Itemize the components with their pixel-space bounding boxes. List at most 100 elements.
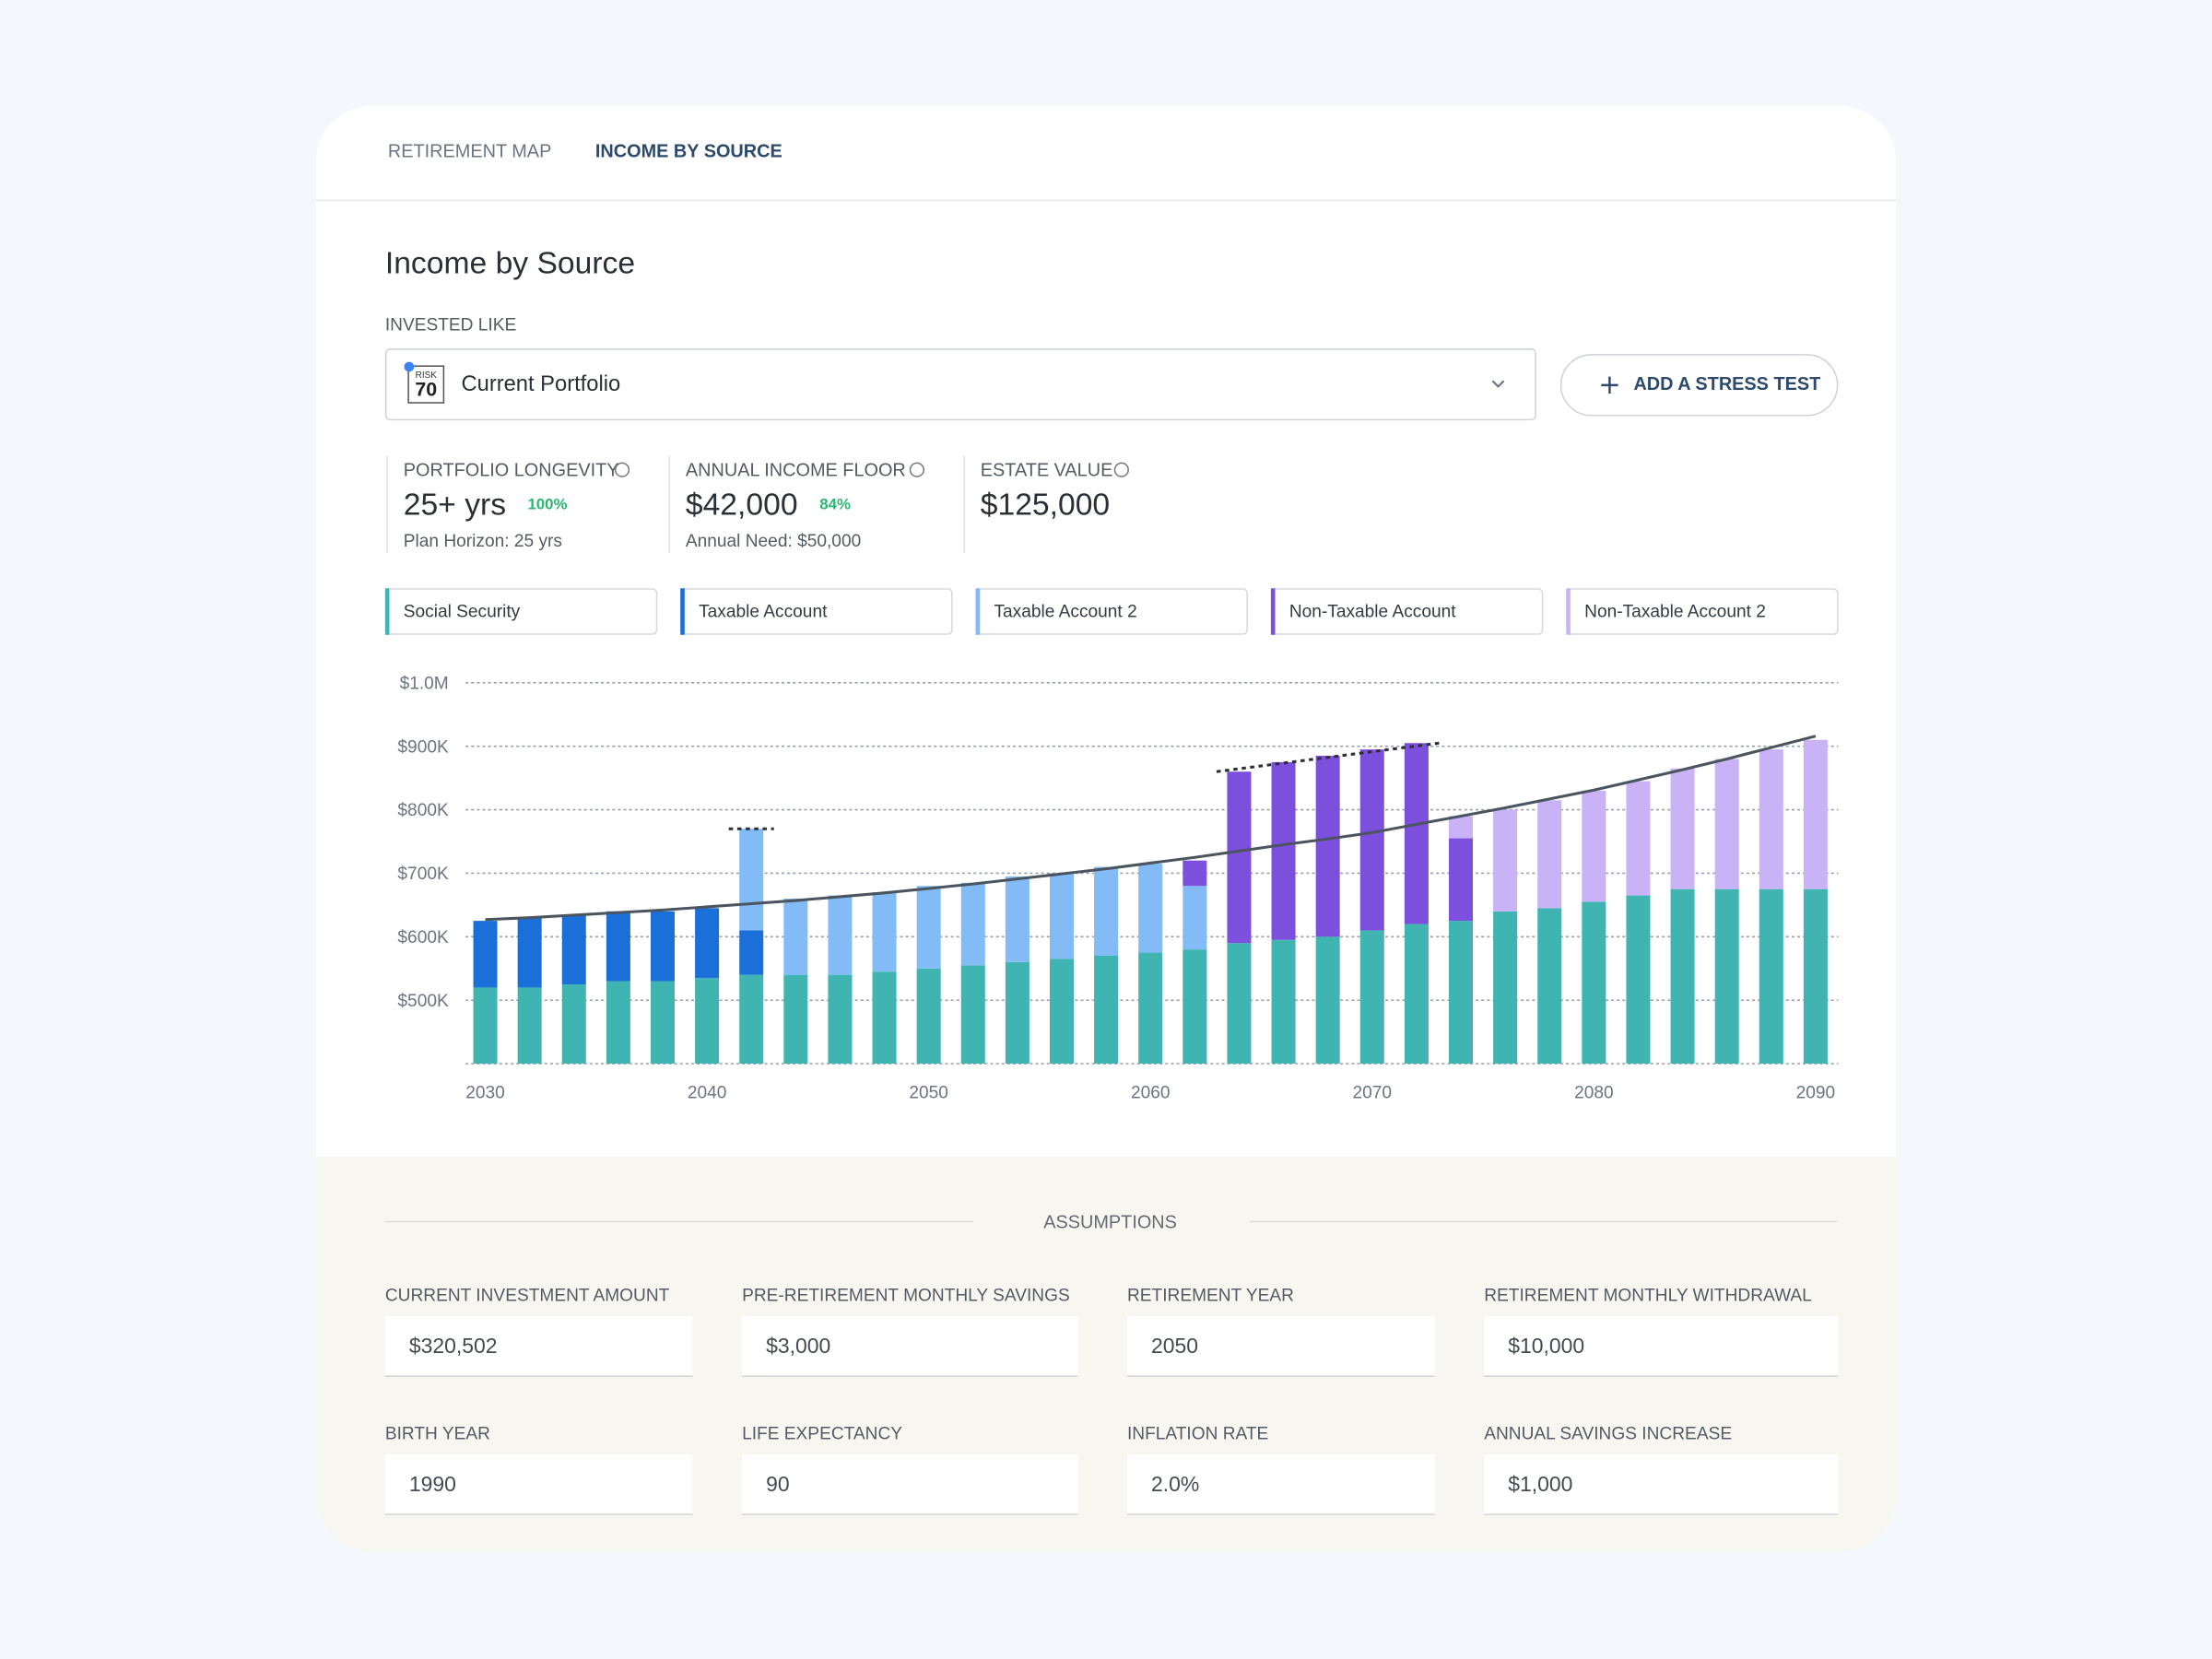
input-box[interactable]	[1484, 1454, 1839, 1515]
bar-segment	[1005, 961, 1030, 1065]
input-value[interactable]: 1990	[409, 1472, 456, 1496]
bar-segment	[916, 968, 941, 1065]
legend-swatch[interactable]	[1566, 588, 1571, 635]
bar-segment	[1359, 930, 1384, 1065]
bar-segment	[1626, 895, 1651, 1065]
legend-swatch[interactable]	[975, 588, 981, 635]
bar-segment	[1493, 911, 1518, 1065]
input-box[interactable]	[384, 1316, 693, 1377]
button-label[interactable]: ADD A STRESS TEST	[1633, 374, 1820, 394]
bar-segment	[783, 974, 808, 1065]
plus-icon[interactable]	[1601, 376, 1618, 394]
legend-label[interactable]: Social Security	[404, 602, 521, 621]
bar-segment	[1404, 743, 1429, 924]
y-tick-label: $500K	[397, 992, 449, 1011]
bar-segment	[1537, 908, 1562, 1065]
legend-swatch[interactable]	[1270, 588, 1276, 635]
stats: PORTFOLIO LONGEVITY 25+ yrs 100% Plan Horiz…	[386, 455, 1129, 553]
input-value[interactable]: $1,000	[1508, 1472, 1572, 1496]
bar-segment	[1448, 921, 1474, 1065]
bar-segment	[695, 978, 720, 1065]
legend-item[interactable]: Taxable Account	[680, 588, 953, 635]
input-value[interactable]: 2.0%	[1151, 1472, 1199, 1496]
legend-label[interactable]: Taxable Account	[699, 602, 828, 621]
legend-label[interactable]: Non-Taxable Account 2	[1584, 602, 1766, 621]
legend-item[interactable]: Social Security	[384, 588, 658, 635]
x-tick-label: 2030	[465, 1083, 505, 1102]
bar-segment	[1049, 873, 1074, 959]
input-value[interactable]: $3,000	[766, 1334, 830, 1358]
bar-segment	[828, 895, 853, 975]
bar-segment	[1670, 768, 1695, 889]
input-value[interactable]: $10,000	[1508, 1334, 1584, 1358]
bar-segment	[1182, 886, 1207, 950]
field-label: ANNUAL SAVINGS INCREASE	[1484, 1425, 1732, 1444]
bar-segment	[1759, 749, 1783, 889]
bar-segment	[606, 911, 630, 982]
stat-value: 25+ yrs	[404, 488, 506, 522]
bar-segment	[1582, 901, 1606, 1065]
bar-segment	[473, 921, 498, 988]
legend: Social Security Taxable Account Taxable Ac…	[384, 588, 1839, 635]
y-tick-label: $700K	[397, 865, 449, 884]
stress-test-button[interactable]: ADD A STRESS TEST	[1559, 354, 1839, 417]
x-tick-label: 2050	[909, 1083, 948, 1102]
dropdown-value[interactable]: Current Portfolio	[462, 372, 621, 396]
y-tick-label: $1.0M	[400, 674, 449, 693]
portfolio-dropdown[interactable]: RISK 70 Current Portfolio	[384, 348, 1536, 421]
bar-segment	[1138, 864, 1163, 953]
bar-segment	[1670, 888, 1695, 1065]
trend-line	[485, 735, 1817, 922]
y-tick-label: $800K	[397, 801, 449, 820]
x-tick-label: 2040	[688, 1083, 727, 1102]
field-label: LIFE EXPECTANCY	[742, 1425, 902, 1444]
badge-value: 70	[415, 379, 437, 401]
bar-segment	[1803, 739, 1828, 889]
bar-segment	[1138, 952, 1163, 1065]
field-label: CURRENT INVESTMENT AMOUNT	[385, 1287, 670, 1306]
bar-segment	[960, 882, 985, 966]
button-box[interactable]	[1559, 354, 1839, 417]
bar-segment	[561, 983, 586, 1065]
bar-segment	[1227, 771, 1252, 944]
bar-segment	[1582, 790, 1606, 902]
bar-segment	[517, 917, 542, 988]
bar-segment	[1714, 888, 1739, 1065]
input-value[interactable]: 90	[766, 1472, 790, 1496]
bar-segment	[1626, 781, 1651, 896]
input-value[interactable]: $320,502	[409, 1334, 498, 1358]
tab-active[interactable]: INCOME BY SOURCE	[595, 142, 782, 162]
bar-segment	[1315, 756, 1340, 937]
legend-item[interactable]: Taxable Account 2	[975, 588, 1248, 635]
input-box[interactable]	[742, 1454, 1078, 1515]
legend-swatch[interactable]	[384, 588, 390, 635]
dropdown-box[interactable]	[384, 348, 1536, 421]
input-box[interactable]	[1126, 1316, 1435, 1377]
bar-segment	[1315, 936, 1340, 1065]
legend-label[interactable]: Non-Taxable Account	[1289, 602, 1456, 621]
chevron[interactable]	[1491, 380, 1505, 388]
bar-segment	[739, 974, 764, 1065]
legend-label[interactable]: Taxable Account 2	[994, 602, 1136, 621]
legend-item[interactable]: Non-Taxable Account	[1270, 588, 1544, 635]
bar-segment	[828, 974, 853, 1065]
input-box[interactable]	[742, 1316, 1078, 1377]
input-box[interactable]	[384, 1454, 693, 1515]
field-label: PRE-RETIREMENT MONTHLY SAVINGS	[742, 1287, 1070, 1306]
info-icon	[909, 462, 925, 477]
legend-swatch[interactable]	[680, 588, 685, 635]
input-box[interactable]	[1484, 1316, 1839, 1377]
input-box[interactable]	[1126, 1454, 1435, 1515]
stat-value: $125,000	[981, 488, 1110, 522]
legend-item[interactable]: Non-Taxable Account 2	[1566, 588, 1839, 635]
risk-badge	[407, 365, 445, 404]
bar-segment	[650, 911, 675, 982]
input-value[interactable]: 2050	[1151, 1334, 1198, 1358]
peak-marker	[1216, 741, 1440, 773]
chart: $500K $600K $700K $800K $900K $1.0M 2030 2040 20…	[397, 674, 1839, 1102]
stat-badge: 84%	[819, 495, 851, 512]
tab[interactable]: RETIREMENT MAP	[388, 142, 551, 162]
bar-segment	[1005, 876, 1030, 962]
stat-label: ESTATE VALUE	[981, 460, 1113, 480]
